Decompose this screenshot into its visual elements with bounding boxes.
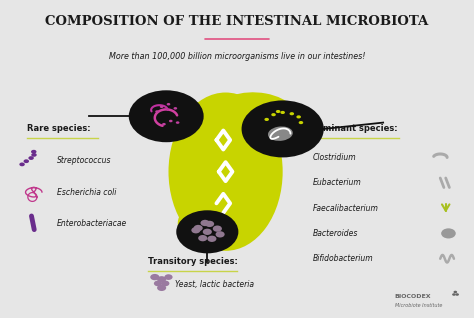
Circle shape xyxy=(31,153,36,157)
Circle shape xyxy=(290,112,294,115)
Circle shape xyxy=(276,110,281,113)
Circle shape xyxy=(160,106,164,108)
Circle shape xyxy=(31,150,36,154)
Circle shape xyxy=(216,231,225,238)
Circle shape xyxy=(167,103,170,106)
Ellipse shape xyxy=(159,102,223,140)
Circle shape xyxy=(176,121,180,124)
Circle shape xyxy=(452,293,456,296)
Circle shape xyxy=(299,121,303,124)
Circle shape xyxy=(155,110,159,113)
Circle shape xyxy=(162,123,166,125)
Circle shape xyxy=(164,274,173,280)
Ellipse shape xyxy=(268,127,293,141)
Circle shape xyxy=(213,225,222,232)
Circle shape xyxy=(205,221,214,227)
Circle shape xyxy=(207,236,217,242)
Circle shape xyxy=(157,285,166,291)
Circle shape xyxy=(454,291,457,293)
Circle shape xyxy=(198,235,207,241)
Text: Streptococcus: Streptococcus xyxy=(56,156,111,165)
Circle shape xyxy=(129,90,204,142)
Circle shape xyxy=(169,120,173,122)
Text: Microbiote Institute: Microbiote Institute xyxy=(394,303,442,308)
Circle shape xyxy=(157,276,166,282)
Circle shape xyxy=(173,107,177,110)
Text: BIOCODEX: BIOCODEX xyxy=(394,294,431,299)
Circle shape xyxy=(161,280,169,286)
Ellipse shape xyxy=(168,93,283,251)
Circle shape xyxy=(242,100,324,157)
Text: Eubacterium: Eubacterium xyxy=(312,178,361,187)
Circle shape xyxy=(191,227,201,233)
Circle shape xyxy=(456,293,459,296)
Circle shape xyxy=(193,225,203,231)
Text: Bifidobacterium: Bifidobacterium xyxy=(312,254,373,263)
Text: Clostridium: Clostridium xyxy=(312,153,356,162)
Ellipse shape xyxy=(210,92,301,150)
Circle shape xyxy=(203,229,212,235)
Text: Escherichia coli: Escherichia coli xyxy=(56,188,116,197)
Circle shape xyxy=(271,113,276,116)
Text: Faecalibacterium: Faecalibacterium xyxy=(312,204,378,212)
Circle shape xyxy=(150,274,159,280)
Circle shape xyxy=(24,159,29,163)
Circle shape xyxy=(176,210,238,253)
Text: Bacteroides: Bacteroides xyxy=(312,229,358,238)
Text: Yeast, lactic bacteria: Yeast, lactic bacteria xyxy=(175,280,255,288)
Circle shape xyxy=(264,118,269,121)
Ellipse shape xyxy=(178,197,260,248)
Circle shape xyxy=(296,115,301,119)
Text: Rare species:: Rare species: xyxy=(27,124,91,134)
Circle shape xyxy=(28,156,34,160)
Text: COMPOSITION OF THE INTESTINAL MICROBIOTA: COMPOSITION OF THE INTESTINAL MICROBIOTA xyxy=(46,15,428,28)
Circle shape xyxy=(201,220,210,226)
Circle shape xyxy=(441,228,456,238)
Text: Dominant species:: Dominant species: xyxy=(310,124,398,134)
Circle shape xyxy=(281,111,285,114)
Circle shape xyxy=(154,280,162,286)
Text: Transitory species:: Transitory species: xyxy=(148,257,238,266)
Text: More than 100,000 billion microorganisms live in our intestines!: More than 100,000 billion microorganisms… xyxy=(109,52,365,61)
Circle shape xyxy=(19,162,25,166)
Text: Enterobacteriacae: Enterobacteriacae xyxy=(56,219,127,228)
